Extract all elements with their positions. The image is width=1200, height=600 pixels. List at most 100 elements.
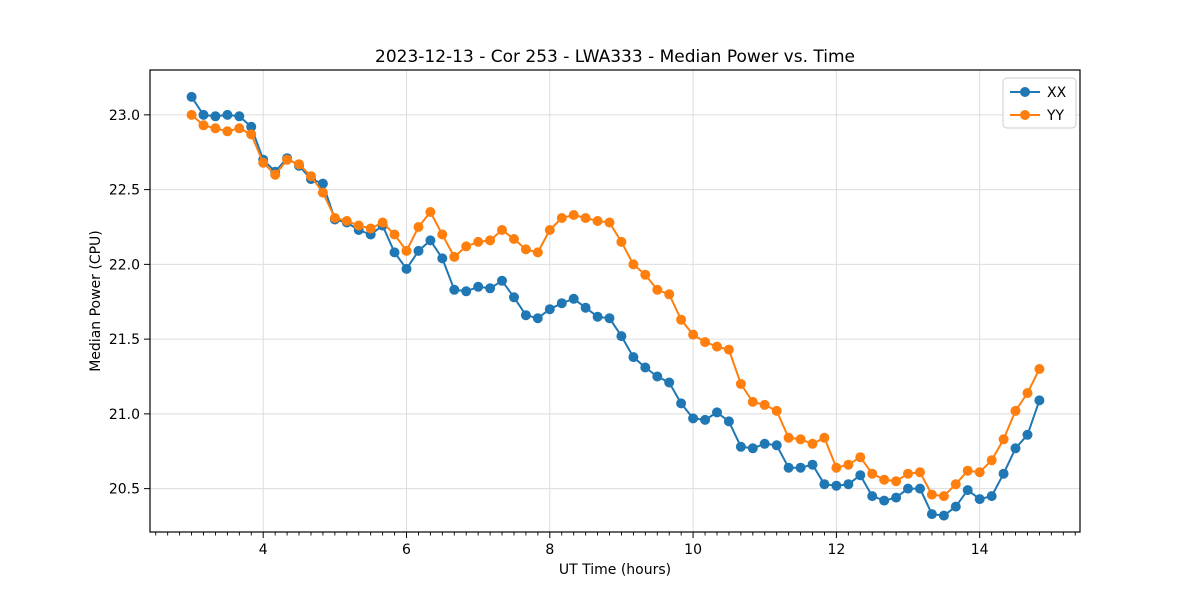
series-xx-marker bbox=[556, 298, 567, 309]
series-xx-marker bbox=[532, 313, 543, 324]
series-xx-marker bbox=[915, 483, 925, 494]
series-xx-marker bbox=[831, 480, 842, 491]
series-yy-marker bbox=[509, 234, 519, 244]
series-yy-marker bbox=[879, 474, 890, 485]
series-yy-marker bbox=[401, 245, 412, 256]
series-xx-marker bbox=[938, 510, 949, 521]
series-xx-marker bbox=[186, 91, 197, 102]
series-xx-marker bbox=[723, 416, 734, 427]
legend-marker bbox=[1020, 110, 1030, 120]
series-yy-marker bbox=[783, 432, 794, 443]
series-xx-marker bbox=[473, 281, 484, 292]
series-xx-marker bbox=[437, 253, 448, 264]
series-xx-marker bbox=[783, 462, 794, 473]
series-yy-marker bbox=[819, 432, 830, 443]
series-yy-marker bbox=[497, 225, 507, 235]
series-yy-marker bbox=[915, 467, 925, 478]
series-yy-marker bbox=[329, 213, 340, 223]
y-tick-label: 20.5 bbox=[109, 482, 140, 498]
series-yy-marker bbox=[1022, 388, 1033, 398]
series-yy-marker bbox=[258, 157, 269, 168]
series-yy-marker bbox=[234, 123, 245, 134]
series-yy-marker bbox=[950, 479, 961, 490]
series-yy-marker bbox=[998, 434, 1009, 445]
series-yy-marker bbox=[353, 220, 364, 231]
series-yy-marker bbox=[688, 329, 699, 340]
series-xx-marker bbox=[759, 438, 770, 449]
series-xx-marker bbox=[198, 109, 209, 120]
series-yy-marker bbox=[425, 207, 436, 217]
x-tick-label: 4 bbox=[259, 542, 268, 558]
series-yy-marker bbox=[771, 405, 782, 416]
series-xx-marker bbox=[246, 121, 257, 132]
series-yy-marker bbox=[461, 241, 472, 252]
x-tick-label: 6 bbox=[402, 542, 411, 558]
series-yy-marker bbox=[843, 459, 854, 470]
series-yy-marker bbox=[855, 452, 866, 463]
series-yy-marker bbox=[592, 216, 603, 226]
series-yy-marker bbox=[903, 468, 913, 479]
series-yy-marker bbox=[198, 120, 209, 131]
series-xx-marker bbox=[210, 111, 221, 122]
x-tick-label: 14 bbox=[971, 542, 989, 558]
series-yy-marker bbox=[700, 337, 711, 348]
series-yy-marker bbox=[974, 467, 985, 478]
series-xx-marker bbox=[879, 495, 890, 506]
series-xx-marker bbox=[891, 492, 902, 503]
axes-frame bbox=[149, 69, 1081, 533]
series-yy-marker bbox=[210, 123, 221, 134]
series-xx-marker bbox=[520, 310, 531, 321]
chart-title: 2023-12-13 - Cor 253 - LWA333 - Median P… bbox=[375, 47, 855, 67]
series-xx-marker bbox=[401, 263, 412, 274]
series-xx-marker bbox=[807, 459, 818, 470]
y-tick-label: 21.0 bbox=[109, 407, 140, 423]
series-yy-marker bbox=[532, 247, 543, 258]
series-xx-marker bbox=[700, 414, 711, 425]
series-xx-marker bbox=[1010, 443, 1021, 454]
series-xx-marker bbox=[389, 247, 400, 258]
y-tick-label: 22.0 bbox=[109, 257, 140, 273]
series-xx-marker bbox=[461, 286, 472, 297]
series-yy-marker bbox=[246, 129, 257, 140]
series-yy-line bbox=[190, 114, 1041, 498]
series-yy-marker bbox=[294, 159, 304, 170]
series-xx-marker bbox=[867, 491, 878, 502]
series-xx-marker bbox=[747, 443, 758, 454]
series-xx-marker bbox=[688, 413, 699, 424]
series-yy-marker bbox=[735, 379, 746, 389]
series-xx-marker bbox=[580, 302, 591, 313]
legend-marker bbox=[1020, 87, 1030, 97]
series-yy-marker bbox=[282, 154, 293, 165]
series-yy-marker bbox=[616, 236, 627, 247]
series-xx-marker bbox=[509, 292, 519, 303]
series-xx-marker bbox=[1034, 395, 1045, 406]
series-yy-marker bbox=[986, 455, 997, 466]
y-tick-label: 22.5 bbox=[109, 183, 140, 199]
series-yy-marker bbox=[544, 225, 555, 235]
series-xx-marker bbox=[497, 275, 507, 286]
series-yy-marker bbox=[795, 434, 806, 445]
series-xx-marker bbox=[317, 178, 328, 189]
series-xx-marker bbox=[234, 111, 245, 122]
series-xx-marker bbox=[843, 479, 854, 490]
legend-label: YY bbox=[1046, 108, 1065, 124]
series-yy-marker bbox=[449, 251, 460, 262]
series-xx-marker bbox=[771, 440, 782, 451]
series-yy-marker bbox=[556, 213, 567, 223]
series-yy-marker bbox=[389, 229, 400, 240]
series-yy-marker bbox=[580, 213, 591, 223]
y-axis-label: Median Power (CPU) bbox=[88, 230, 104, 372]
series-yy-marker bbox=[938, 491, 949, 502]
series-xx-marker bbox=[425, 235, 436, 246]
series-xx-line bbox=[190, 96, 1041, 517]
legend-label: XX bbox=[1047, 85, 1067, 101]
series-xx-marker bbox=[819, 479, 830, 490]
y-tick-label: 23.0 bbox=[109, 108, 140, 124]
series-yy-marker bbox=[962, 465, 973, 476]
series-xx-marker bbox=[222, 109, 233, 120]
series-yy-marker bbox=[807, 438, 818, 449]
series-xx-marker bbox=[616, 331, 627, 342]
series-yy-marker bbox=[186, 109, 197, 120]
series-yy-marker bbox=[317, 187, 328, 198]
